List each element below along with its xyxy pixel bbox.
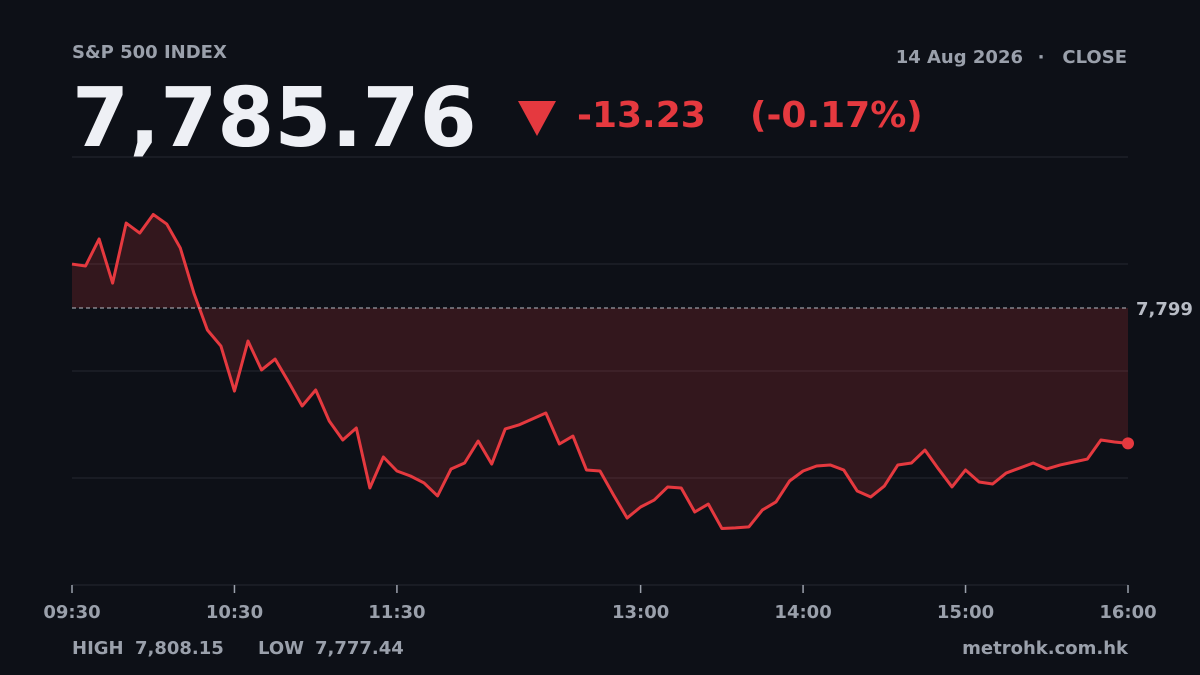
source: metrohk.com.hk — [962, 638, 1129, 659]
plot: 09:30 10:30 11:30 13:00 14:00 15:00 16:00 7,799 — [43, 156, 1193, 623]
index-label: S&P 500 INDEX — [72, 42, 227, 63]
x-tick-label: 14:00 — [774, 602, 831, 623]
x-tick-label: 10:30 — [206, 602, 263, 623]
date: 14 Aug 2026 — [896, 47, 1023, 68]
high-label: HIGH — [72, 638, 124, 659]
change: -13.23 — [577, 95, 706, 136]
reference-label: 7,799 — [1136, 299, 1193, 320]
last-price: 7,785.76 — [72, 71, 477, 166]
price-line — [71, 212, 1129, 530]
high: 7,808.15 — [135, 638, 224, 659]
low: 7,777.44 — [315, 638, 404, 659]
x-tick-label: 11:30 — [368, 602, 425, 623]
separator: · — [1038, 47, 1045, 68]
low-label: LOW — [258, 638, 304, 659]
x-tick-label: 13:00 — [612, 602, 669, 623]
down-arrow — [518, 101, 556, 136]
x-tick-label: 15:00 — [937, 602, 994, 623]
last-point — [1122, 437, 1134, 450]
x-tick-label: 09:30 — [43, 602, 100, 623]
x-tick-label: 16:00 — [1099, 602, 1156, 623]
area — [72, 214, 1128, 529]
session: CLOSE — [1062, 47, 1127, 68]
change-pct: (-0.17%) — [750, 95, 923, 136]
